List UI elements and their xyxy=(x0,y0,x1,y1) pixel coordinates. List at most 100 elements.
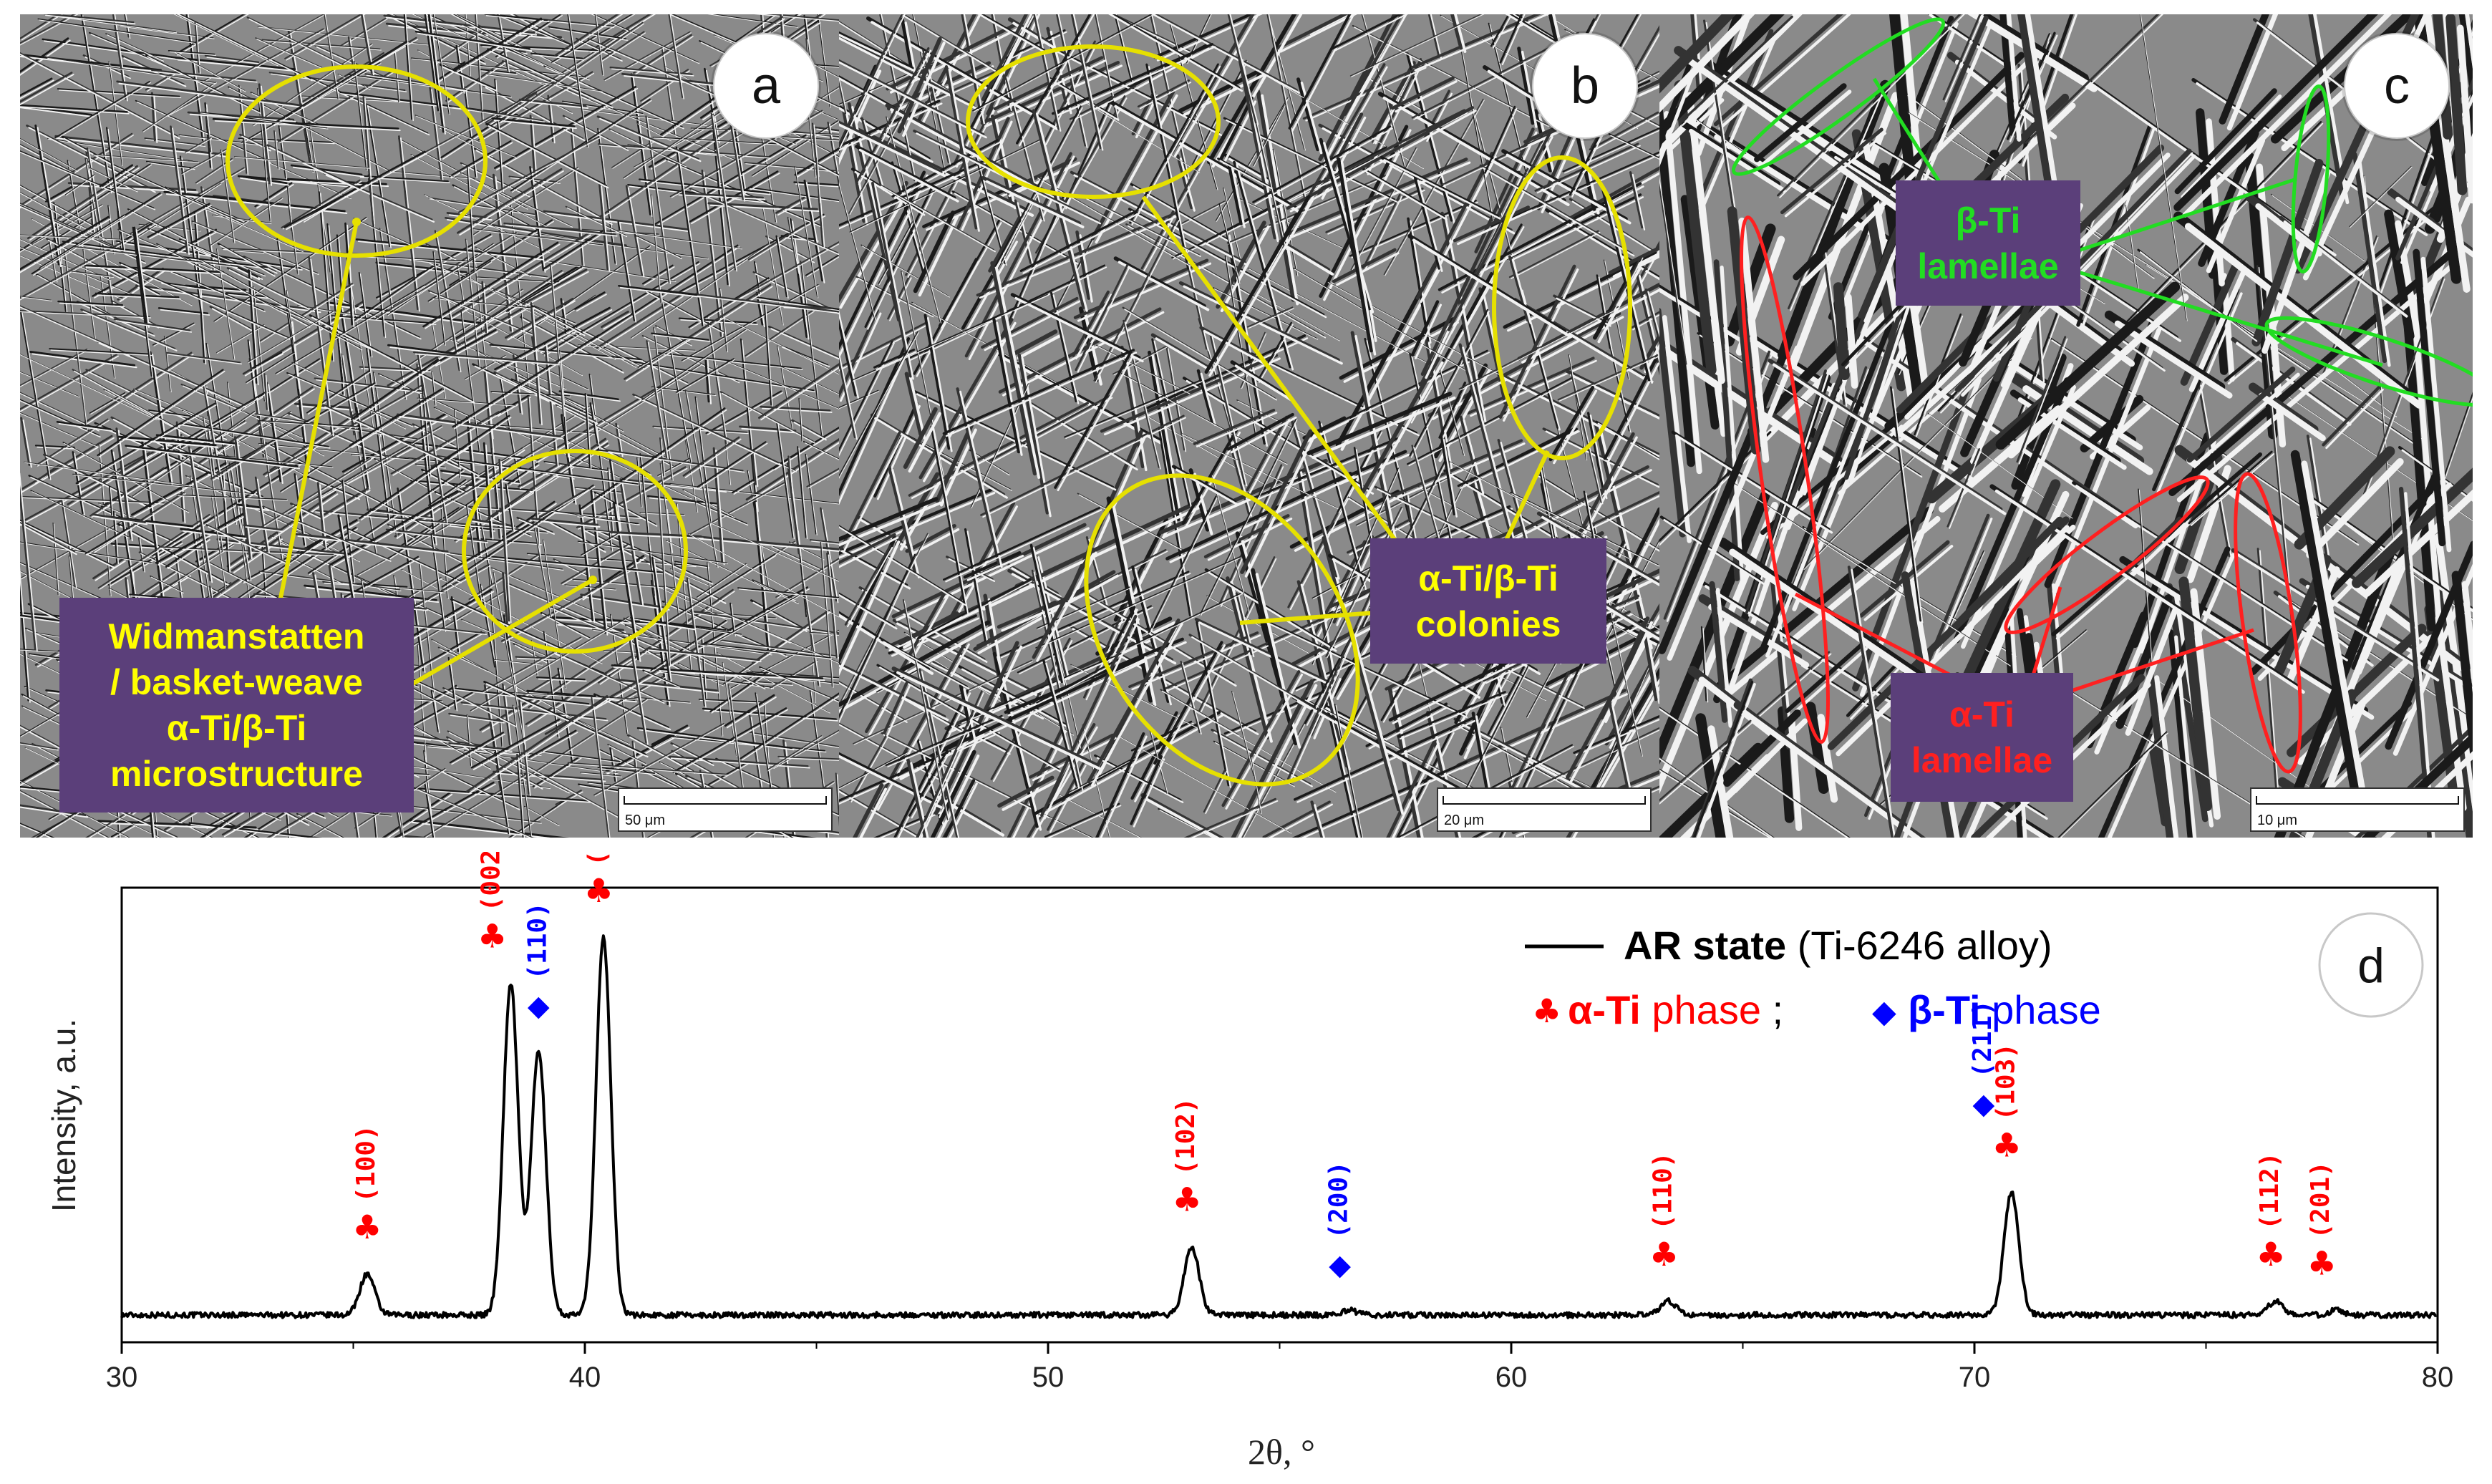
lamella-mark xyxy=(145,54,260,113)
lamella-highlight xyxy=(94,560,126,581)
lamella-mark xyxy=(52,522,59,596)
lamella-mark xyxy=(20,742,58,750)
lamella-mark xyxy=(338,342,344,383)
lamella-highlight xyxy=(354,219,414,248)
lamella-mark xyxy=(775,555,843,598)
lamella-mark xyxy=(760,405,831,412)
lamella-highlight xyxy=(157,436,240,447)
lamella-highlight xyxy=(753,451,759,488)
lamella-mark xyxy=(614,664,773,688)
panel-label-b: b xyxy=(1532,33,1638,139)
lamella-highlight xyxy=(592,491,609,636)
lamella-mark xyxy=(20,412,97,447)
lamella-mark xyxy=(636,457,642,508)
lamella-mark xyxy=(341,413,447,473)
lamella-mark xyxy=(80,309,176,350)
highlight-ellipse xyxy=(1492,155,1632,460)
lamella-highlight xyxy=(604,32,692,82)
lamella-mark xyxy=(351,411,377,554)
lamella-mark xyxy=(237,175,288,185)
lamella-highlight xyxy=(447,63,505,103)
lamella-highlight xyxy=(631,244,770,339)
lamella-highlight xyxy=(654,328,674,481)
lamella-highlight xyxy=(619,223,637,323)
lamella-mark xyxy=(619,480,642,604)
lamella-mark xyxy=(753,261,760,294)
lamella-mark xyxy=(489,344,642,361)
lamella-mark xyxy=(606,449,744,472)
lamella-mark xyxy=(246,16,346,67)
lamella-mark xyxy=(527,397,540,561)
lamella-mark xyxy=(753,499,770,651)
lamella-highlight xyxy=(765,305,773,407)
lamella-mark xyxy=(340,353,355,436)
lamella-mark xyxy=(278,68,397,142)
lamella-highlight xyxy=(519,465,562,490)
lamella-mark xyxy=(238,137,334,143)
lamella-mark xyxy=(603,346,645,369)
lamella-mark xyxy=(438,478,448,598)
lamella-mark xyxy=(491,448,498,509)
legend-beta-name: β-Ti xyxy=(1908,987,1981,1032)
lamella-highlight xyxy=(522,699,649,782)
lamella-mark xyxy=(341,480,354,582)
scale-bar-label: 10 μm xyxy=(2257,813,2297,828)
alpha-lamella-ellipse xyxy=(2234,472,2302,774)
lamella-highlight xyxy=(403,765,551,790)
lamella-highlight xyxy=(108,268,162,297)
lamella-highlight xyxy=(442,66,498,92)
lamella-highlight xyxy=(621,482,644,606)
lamella-highlight xyxy=(256,478,270,553)
lamella-mark xyxy=(659,553,775,627)
lamella-mark xyxy=(434,61,466,83)
leader-line xyxy=(1141,195,1432,588)
lamella-highlight xyxy=(429,198,536,216)
lamella-highlight xyxy=(686,391,719,568)
lamella-mark xyxy=(408,754,519,809)
lamella-highlight xyxy=(541,614,592,641)
lamella-mark xyxy=(165,28,324,116)
lamella-mark xyxy=(20,184,95,228)
lamella-mark xyxy=(400,81,556,166)
lamella-highlight xyxy=(20,107,94,118)
lamella-mark xyxy=(20,790,110,838)
lamella-mark xyxy=(739,425,797,432)
lamella-highlight xyxy=(707,392,783,435)
lamella-mark xyxy=(424,14,440,112)
lamella-highlight xyxy=(120,438,219,448)
lamella-mark xyxy=(634,697,690,703)
lamella-mark xyxy=(412,14,471,41)
lamella-highlight xyxy=(793,422,827,441)
lamella-mark xyxy=(259,320,292,342)
lamella-mark xyxy=(130,183,221,242)
lamella-highlight xyxy=(20,372,80,398)
lamella-highlight xyxy=(424,751,435,838)
lamella-mark xyxy=(427,261,576,324)
lamella-mark xyxy=(533,233,708,259)
lamella-mark xyxy=(543,210,688,231)
lamella-mark xyxy=(20,435,113,492)
lamella-highlight xyxy=(436,231,462,373)
lamella-highlight xyxy=(510,177,561,184)
lamella-mark xyxy=(669,568,713,588)
lamella-mark xyxy=(591,14,699,63)
leader-line xyxy=(2078,270,2383,367)
lamella-mark xyxy=(213,216,367,322)
lamella-highlight xyxy=(667,160,824,228)
lamella-mark xyxy=(626,734,694,772)
lamella-highlight xyxy=(688,579,707,708)
legend-series-label: AR state (Ti-6246 alloy) xyxy=(1624,923,2052,968)
lamella-highlight xyxy=(120,26,215,39)
lamella-mark xyxy=(523,805,559,825)
lamella-highlight xyxy=(503,568,636,644)
lamella-highlight xyxy=(251,93,321,127)
lamella-highlight xyxy=(495,87,639,171)
lamella-highlight xyxy=(427,746,530,757)
lamella-mark xyxy=(20,137,78,171)
lamella-highlight xyxy=(125,14,131,39)
lamella-mark xyxy=(775,196,805,214)
lamella-mark xyxy=(465,238,480,368)
lamella-highlight xyxy=(265,374,269,412)
lamella-mark xyxy=(805,453,817,535)
lamella-mark xyxy=(20,52,178,137)
